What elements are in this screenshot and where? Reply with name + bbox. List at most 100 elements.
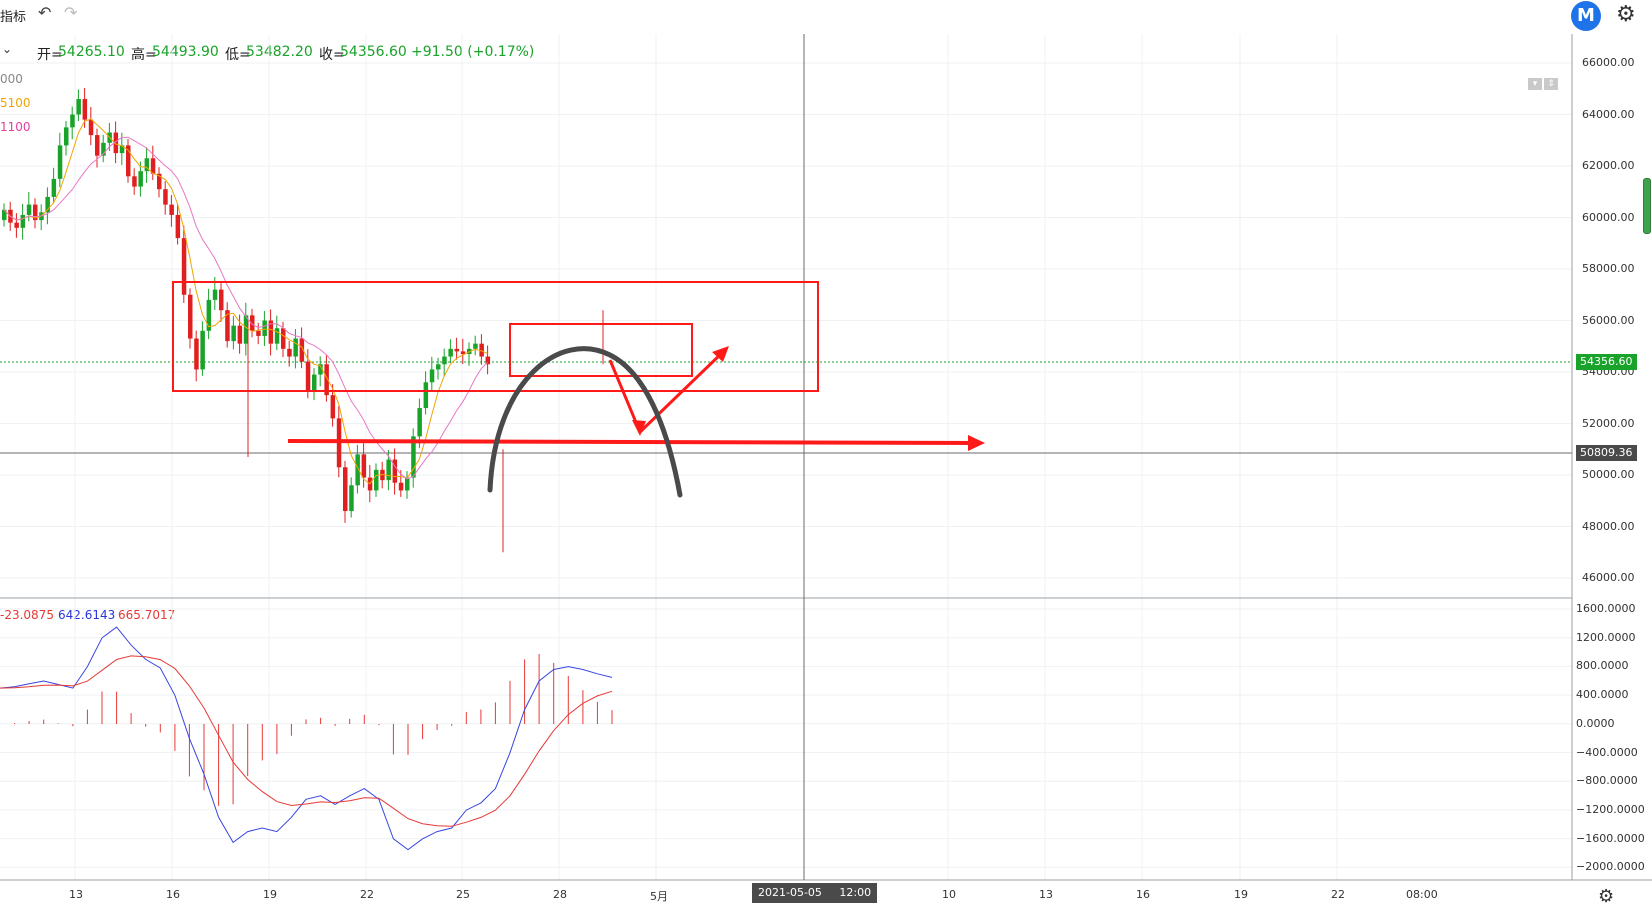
price-tick-label: 64000.00: [1582, 107, 1635, 121]
candle-body: [169, 204, 174, 215]
candle-body: [312, 374, 317, 391]
candle-body: [256, 330, 261, 336]
crosshair-time: 12:00: [839, 886, 872, 899]
candle-body: [51, 178, 57, 197]
candle-body: [324, 364, 329, 396]
candle-body: [473, 343, 478, 349]
macd-tick-label: 400.0000: [1576, 688, 1629, 702]
candle-body: [163, 189, 168, 205]
candle-body: [460, 351, 466, 354]
candle-body: [70, 114, 75, 128]
scrollbar-thumb[interactable]: [1643, 178, 1651, 234]
candle-body: [101, 142, 106, 156]
candle-body: [243, 315, 249, 344]
candle-body: [436, 364, 441, 370]
candle-body: [405, 477, 410, 491]
annotation-arrowhead: [712, 346, 729, 362]
low-value: 53482.20: [246, 44, 313, 60]
candle-body: [268, 320, 274, 344]
candle-body: [126, 145, 131, 177]
candle-body: [429, 369, 435, 383]
candle-body: [423, 382, 429, 409]
time-tick-label: 22: [1331, 888, 1345, 901]
open-label: 开=: [37, 47, 63, 63]
candle-body: [57, 145, 63, 179]
crosshair-price-tag: 50809.36: [1576, 445, 1637, 461]
undo-icon[interactable]: ↶: [38, 3, 52, 22]
candle-body: [281, 328, 286, 349]
candle-body: [305, 361, 311, 391]
change-value: +91.50 (+0.17%): [411, 44, 535, 60]
candle-body: [330, 395, 336, 419]
price-tick-label: 60000.00: [1582, 210, 1635, 224]
brand-logo-icon[interactable]: M: [1571, 1, 1601, 31]
ma-slow-line: [3, 136, 488, 480]
candle-body: [479, 343, 484, 357]
candle-body: [138, 171, 143, 187]
candle-body: [175, 214, 181, 239]
candle-body: [231, 325, 236, 342]
last-price-tag: 54356.60: [1576, 354, 1637, 370]
candle-body: [144, 158, 150, 172]
time-tick-label: 16: [1136, 888, 1150, 901]
high-label: 高=: [131, 47, 157, 63]
indicators-button[interactable]: 指标: [0, 10, 27, 25]
candle-body: [349, 485, 354, 512]
candle-body: [361, 454, 367, 478]
annotation-freehand-arc: [487, 346, 683, 498]
chevron-down-icon[interactable]: ⌄: [2, 42, 13, 56]
candle-body: [299, 338, 305, 362]
candle-body: [485, 356, 491, 365]
close-label: 收=: [319, 47, 345, 63]
candle-body: [398, 482, 404, 491]
candle-body: [95, 135, 100, 156]
candle-body: [76, 99, 81, 115]
crosshair-time-tag: 2021-05-05 12:00: [752, 883, 878, 903]
time-tick-label: 10: [942, 888, 956, 901]
annotation-arrowhead: [632, 420, 646, 436]
gear-icon[interactable]: ⚙: [1616, 2, 1636, 27]
maximize-pane-icon[interactable]: ⇕: [1544, 78, 1558, 90]
candle-body: [150, 158, 156, 174]
time-tick-label: 19: [263, 888, 277, 901]
time-tick-label: 08:00: [1406, 888, 1438, 901]
crosshair-date: 2021-05-05: [758, 886, 822, 899]
macd-tick-label: 800.0000: [1576, 659, 1629, 673]
candle-body: [188, 294, 193, 339]
candle-body: [181, 238, 187, 295]
candle-body: [262, 320, 267, 336]
candle-body: [225, 310, 230, 342]
annotation-top-box: [509, 323, 693, 377]
macd-hist-value: -23.0875: [0, 608, 54, 622]
price-tick-label: 66000.00: [1582, 56, 1635, 69]
candle-body: [33, 204, 38, 221]
price-tick-label: 48000.00: [1582, 519, 1635, 533]
redo-icon[interactable]: ↷: [64, 3, 78, 22]
candle-body: [20, 214, 26, 228]
candle-body: [200, 330, 205, 370]
candle-body: [293, 338, 298, 357]
time-tick-label: 16: [166, 888, 180, 901]
candle-body: [194, 338, 199, 370]
candle-body: [386, 459, 391, 481]
candle-body: [119, 145, 125, 154]
macd-tick-label: 0.0000: [1576, 716, 1615, 730]
price-tick-label: 62000.00: [1582, 159, 1635, 172]
time-tick-label: 22: [360, 888, 374, 901]
macd-dea-line: [0, 655, 613, 827]
candle-body: [392, 459, 398, 483]
ma-fast-line: [3, 118, 488, 485]
candle-body: [318, 364, 323, 375]
price-tick-label: 56000.00: [1582, 313, 1635, 327]
ma-legend-2: 5100: [0, 96, 31, 110]
macd-tick-label: −1200.0000: [1576, 802, 1645, 816]
macd-dif-value: 642.6143: [58, 608, 116, 622]
annotation-down-arrow: [608, 359, 642, 433]
candle-body: [88, 119, 94, 136]
chart-settings-gear-icon[interactable]: ⚙: [1598, 886, 1615, 907]
pane-controls: ▾ ⇕: [1528, 71, 1560, 90]
macd-dif-line: [0, 626, 613, 851]
collapse-pane-icon[interactable]: ▾: [1528, 78, 1542, 90]
candle-body: [82, 99, 88, 120]
